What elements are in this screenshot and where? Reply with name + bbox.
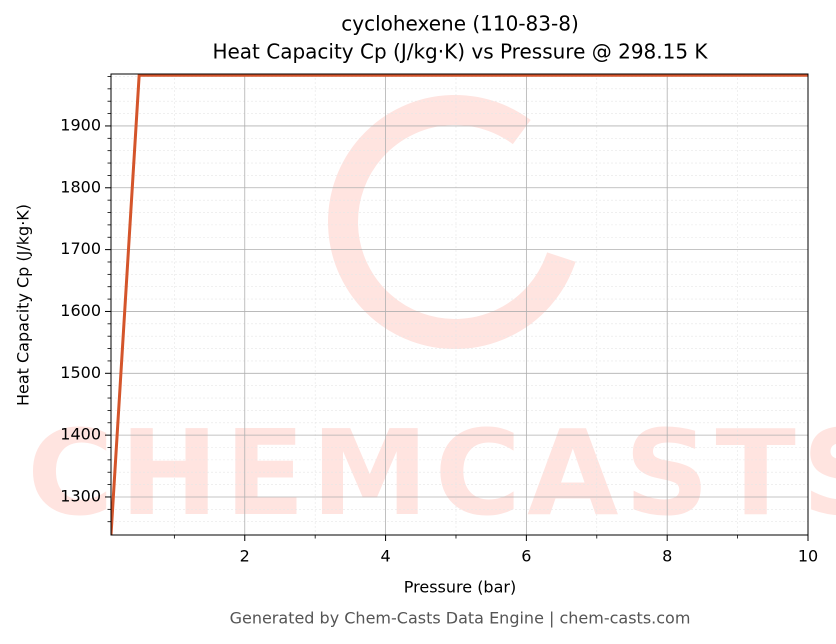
watermark-logo	[328, 95, 582, 349]
chart-title: cyclohexene (110-83-8)	[341, 12, 579, 36]
x-tick-label: 8	[662, 547, 672, 566]
x-tick-label: 6	[521, 547, 531, 566]
y-tick-label: 1500	[60, 363, 101, 382]
y-tick-label: 1900	[60, 115, 101, 134]
y-tick-label: 1600	[60, 301, 101, 320]
data-line	[111, 74, 808, 535]
x-tick-label: 10	[798, 547, 818, 566]
y-tick-label: 1700	[60, 239, 101, 258]
footer: Generated by Chem-Casts Data Engine | ch…	[230, 609, 691, 628]
y-axis-label: Heat Capacity Cp (J/kg·K)	[14, 204, 33, 406]
y-tick-label: 1800	[60, 177, 101, 196]
y-tick-label: 1300	[60, 486, 101, 505]
x-tick-label: 2	[240, 547, 250, 566]
plot-frame	[110, 73, 809, 536]
y-tick-label: 1400	[60, 425, 101, 444]
chart-subtitle: Heat Capacity Cp (J/kg·K) vs Pressure @ …	[212, 40, 708, 64]
x-tick-label: 4	[380, 547, 390, 566]
watermark: CHEMCASTS	[27, 404, 836, 542]
x-axis-label: Pressure (bar)	[404, 578, 516, 597]
